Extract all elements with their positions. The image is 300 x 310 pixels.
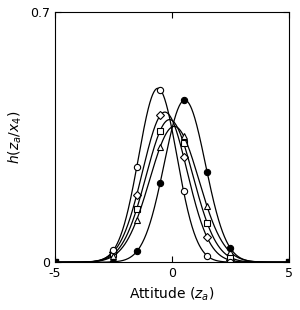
X-axis label: Attitude ($z_a$): Attitude ($z_a$) xyxy=(129,286,214,303)
Y-axis label: $h(z_a/x_4)$: $h(z_a/x_4)$ xyxy=(7,110,24,164)
